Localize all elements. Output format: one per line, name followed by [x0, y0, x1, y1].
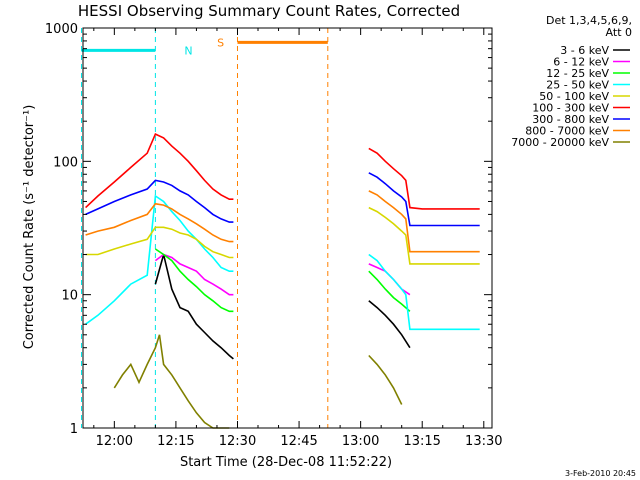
series-line [85, 172, 480, 227]
y-tick-label: 1 [70, 422, 78, 437]
series-line [113, 334, 403, 429]
x-tick-label: 13:15 [403, 434, 440, 449]
legend-label: 300 - 800 keV [532, 113, 609, 126]
x-tick-label: 13:30 [465, 434, 502, 449]
render-timestamp: 3-Feb-2010 20:45 [565, 469, 636, 478]
x-tick-label: 12:15 [157, 434, 194, 449]
y-tick-label: 100 [53, 155, 78, 170]
legend-label: 100 - 300 keV [532, 102, 609, 115]
y-axis-label: Corrected Count Rate (s⁻¹ detector⁻¹) [22, 105, 37, 350]
series-line [85, 206, 480, 265]
legend-label: 25 - 50 keV [546, 79, 609, 92]
annotation-label: N [184, 44, 192, 57]
x-tick-label: 13:00 [342, 434, 379, 449]
series-line [154, 254, 411, 360]
legend-label: 3 - 6 keV [560, 44, 609, 57]
chart-title: HESSI Observing Summary Count Rates, Cor… [78, 2, 460, 20]
series-line [85, 133, 480, 210]
y-tick-label: 1000 [45, 22, 78, 37]
series-line [85, 194, 480, 331]
legend-label: 800 - 7000 keV [525, 125, 609, 138]
x-axis-label: Start Time (28-Dec-08 11:52:22) [180, 455, 392, 470]
x-tick-label: 12:45 [280, 434, 317, 449]
series-line [85, 190, 480, 253]
legend-label: 7000 - 20000 keV [511, 136, 609, 149]
legend-label: 6 - 12 keV [553, 56, 609, 69]
y-tick-label: 10 [61, 289, 78, 304]
legend-label: 50 - 100 keV [539, 90, 609, 103]
x-tick-label: 12:00 [96, 434, 133, 449]
series-line [154, 248, 411, 313]
legend-header-line-1: Det 1,3,4,5,6,9, [546, 14, 632, 27]
plot-frame [82, 27, 493, 429]
legend-header-line-2: Att 0 [606, 26, 632, 39]
annotation-label: S [217, 36, 224, 49]
x-tick-label: 12:30 [219, 434, 256, 449]
legend-label: 12 - 25 keV [546, 67, 609, 80]
